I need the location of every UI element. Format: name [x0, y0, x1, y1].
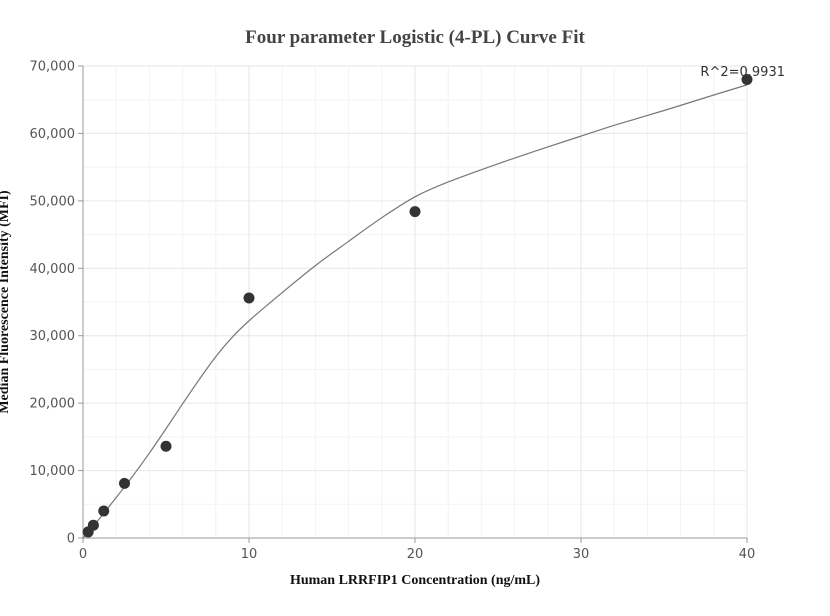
- y-axis-label: Median Fluorescence Intensity (MFI): [0, 190, 12, 414]
- data-point: [119, 477, 130, 489]
- r-squared-annotation: R^2=0.9931: [700, 65, 785, 80]
- x-tick-label: 40: [739, 547, 756, 562]
- y-tick-label: 20,000: [30, 397, 76, 412]
- y-tick-label: 50,000: [30, 194, 76, 209]
- data-point: [98, 505, 110, 517]
- chart-title: Four parameter Logistic (4-PL) Curve Fit: [245, 27, 585, 48]
- data-point: [87, 519, 99, 531]
- y-tick-label: 10,000: [30, 464, 76, 479]
- axis-layer: 0 10 20 30 40 0 10,000 20,000 30,000 40,000 50,000…: [30, 60, 756, 563]
- x-tick-label: 10: [241, 547, 258, 562]
- x-tick-label: 30: [573, 547, 590, 562]
- y-tick-label: 40,000: [30, 262, 76, 277]
- data-point: [741, 73, 753, 85]
- y-tick-label: 70,000: [30, 60, 76, 75]
- y-tick-label: 30,000: [30, 329, 76, 344]
- data-point: [243, 292, 255, 304]
- data-point: [409, 206, 421, 218]
- y-tick-label: 60,000: [30, 127, 76, 142]
- x-tick-label: 20: [407, 547, 424, 562]
- curve-layer: [82, 84, 748, 539]
- point-layer: [82, 73, 753, 538]
- x-axis-label: Human LRRFIP1 Concentration (ng/mL): [290, 573, 540, 588]
- fitted-curve-line: [82, 84, 748, 539]
- y-tick-label: 0: [67, 532, 75, 547]
- grid-layer: [83, 65, 748, 538]
- data-point: [160, 440, 172, 452]
- x-tick-label: 0: [79, 547, 87, 562]
